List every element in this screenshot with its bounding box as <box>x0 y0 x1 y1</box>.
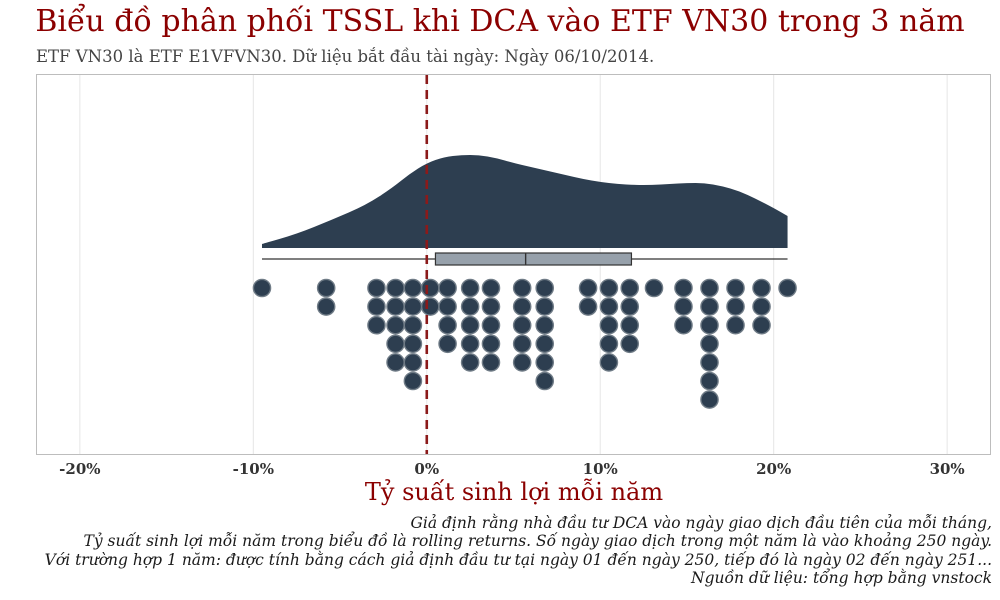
data-point <box>778 278 797 298</box>
data-point <box>403 297 423 316</box>
data-point <box>481 297 501 316</box>
data-point <box>512 353 532 372</box>
data-point <box>535 371 555 391</box>
data-point <box>481 353 501 372</box>
data-point <box>700 390 719 409</box>
data-point <box>386 278 405 298</box>
density-cloud <box>261 155 788 248</box>
data-point <box>752 278 771 298</box>
data-point <box>726 278 745 298</box>
data-point <box>367 315 386 335</box>
data-point <box>599 334 619 354</box>
boxplot <box>261 252 788 266</box>
data-point <box>599 315 619 335</box>
x-tick-label: -20% <box>59 460 100 478</box>
data-point <box>535 297 555 316</box>
data-point <box>752 315 771 335</box>
data-point <box>460 315 480 335</box>
data-point <box>620 297 640 316</box>
density-area <box>261 155 788 248</box>
data-point <box>752 297 771 316</box>
data-point <box>386 334 405 354</box>
data-point <box>535 353 555 372</box>
data-point <box>386 353 405 372</box>
data-point <box>599 278 619 298</box>
data-point <box>403 371 423 391</box>
data-point <box>700 353 719 372</box>
data-point <box>316 297 336 316</box>
data-point <box>512 297 532 316</box>
chart-subtitle: ETF VN30 là ETF E1VFVN30. Dữ liệu bắt đầ… <box>36 47 655 66</box>
chart-title: Biểu đồ phân phối TSSL khi DCA vào ETF V… <box>35 4 965 39</box>
data-point <box>674 278 693 298</box>
x-tick-label: 30% <box>930 460 965 478</box>
footnotes: Giả định rằng nhà đầu tư DCA vào ngày gi… <box>45 514 992 588</box>
footnote-line: Giả định rằng nhà đầu tư DCA vào ngày gi… <box>410 514 993 532</box>
data-point <box>386 297 405 316</box>
data-point <box>674 297 693 316</box>
data-point <box>700 278 719 298</box>
data-point <box>512 334 532 354</box>
data-point <box>460 297 480 316</box>
x-tick-label: 0% <box>414 460 439 478</box>
footnote-line: Nguồn dữ liệu: tổng hợp bằng vnstock <box>691 569 992 588</box>
data-point <box>481 334 501 354</box>
data-point <box>700 297 719 316</box>
data-point <box>578 278 598 298</box>
data-point <box>403 334 423 354</box>
data-point <box>367 278 386 298</box>
data-point <box>620 278 640 298</box>
data-point <box>512 315 532 335</box>
x-tick-label: 20% <box>756 460 791 478</box>
data-point <box>403 278 423 298</box>
data-point <box>460 334 480 354</box>
data-point <box>481 278 501 298</box>
data-point <box>481 315 501 335</box>
data-point <box>460 278 480 298</box>
box-iqr <box>434 252 633 266</box>
data-point <box>316 278 336 298</box>
data-point <box>578 297 598 316</box>
data-point <box>700 315 719 335</box>
data-point <box>620 334 640 354</box>
footnote-line: Tỷ suất sinh lợi mỗi năm trong biểu đồ l… <box>83 532 992 551</box>
data-point <box>438 297 457 316</box>
dot-strip <box>252 278 797 409</box>
data-point <box>535 278 555 298</box>
data-point <box>726 297 745 316</box>
x-tick-label: 10% <box>583 460 618 478</box>
data-point <box>403 353 423 372</box>
data-point <box>438 334 457 354</box>
data-point <box>535 315 555 335</box>
data-point <box>599 297 619 316</box>
x-axis-ticks: -20% -10% 0% 10% 20% 30% <box>59 460 965 478</box>
data-point <box>700 334 719 354</box>
data-point <box>674 315 693 335</box>
data-point <box>403 315 423 335</box>
data-point <box>420 297 440 316</box>
plot-frame <box>36 74 991 455</box>
data-point <box>535 334 555 354</box>
data-point <box>700 371 719 391</box>
x-tick-label: -10% <box>233 460 274 478</box>
data-point <box>438 315 457 335</box>
data-point <box>599 353 619 372</box>
data-point <box>386 315 405 335</box>
data-point <box>644 278 664 298</box>
data-point <box>420 278 440 298</box>
data-point <box>726 315 745 335</box>
data-point <box>460 353 480 372</box>
data-point <box>367 297 386 316</box>
data-point <box>252 278 272 298</box>
data-point <box>512 278 532 298</box>
data-point <box>620 315 640 335</box>
gridlines <box>79 75 948 454</box>
data-point <box>438 278 457 298</box>
footnote-line: Với trường hợp 1 năm: được tính bằng các… <box>44 550 992 569</box>
x-axis-label: Tỷ suất sinh lợi mỗi năm <box>364 478 664 506</box>
